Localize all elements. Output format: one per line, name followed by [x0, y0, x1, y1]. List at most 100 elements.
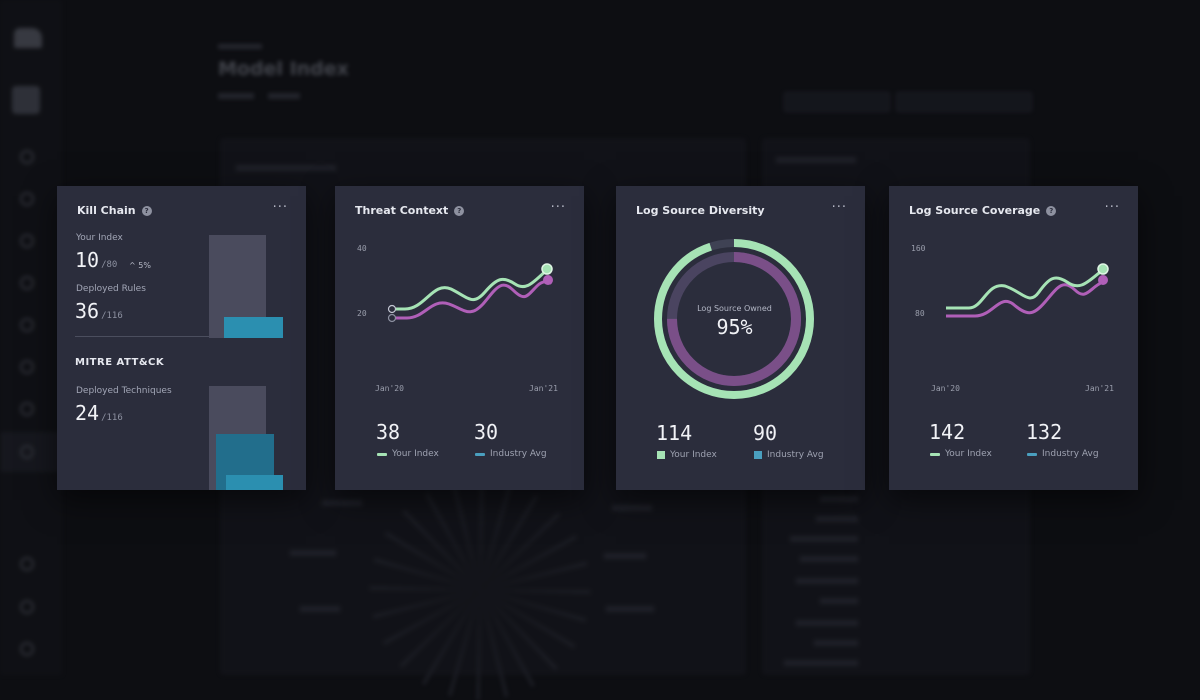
industry-avg-line: [392, 279, 552, 320]
panel-title: [776, 157, 856, 163]
your-index-endpoint: [1097, 263, 1109, 275]
panel-title: [236, 165, 336, 171]
industry-avg-endpoint: [1098, 275, 1108, 285]
radar-label: [612, 505, 652, 511]
delta-badge: ^ 5%: [129, 261, 151, 270]
your-index-legend: Your Index: [657, 450, 717, 460]
your-index-value: 38: [376, 420, 401, 444]
page-title: Model Index: [218, 58, 349, 80]
radar-label: [322, 500, 362, 506]
card-title: Threat Context?: [355, 204, 465, 217]
logout-icon[interactable]: [20, 642, 34, 656]
filter-pill[interactable]: [784, 92, 890, 112]
card-title: Log Source Diversity: [636, 204, 765, 217]
filter-pill[interactable]: [896, 92, 1032, 112]
your-index-line: [946, 268, 1104, 310]
card-title: Log Source Coverage?: [909, 204, 1057, 217]
line-chart: [387, 263, 553, 323]
list-label: [784, 660, 858, 666]
your-index-ring: [654, 239, 814, 399]
x-tick-end: Jan'21: [529, 384, 558, 393]
list-label: [816, 516, 858, 522]
list-label: [790, 536, 858, 542]
mitre-title: MITRE ATT&CK: [75, 357, 165, 368]
folder-icon[interactable]: [20, 445, 34, 459]
list-label: [820, 598, 858, 604]
list-label: [814, 640, 858, 646]
nav-icon[interactable]: [20, 276, 34, 290]
list-label: [796, 578, 858, 584]
industry-avg-value: 90: [753, 421, 778, 445]
deployed-rules-value: 36/116: [75, 299, 123, 323]
nav-icon[interactable]: [20, 318, 34, 332]
x-tick-start: Jan'20: [931, 384, 960, 393]
industry-avg-legend: Industry Avg: [475, 449, 547, 459]
help-icon[interactable]: ?: [454, 206, 465, 216]
your-index-legend: Your Index: [930, 449, 992, 459]
industry-avg-endpoint: [543, 275, 553, 285]
divider: [75, 336, 283, 337]
y-tick: 160: [911, 244, 926, 253]
kill-chain-card: Kill Chain? ··· Your Index 10/80 ^ 5% De…: [57, 186, 306, 490]
donut-center-value: 95%: [716, 315, 753, 339]
nav-icon[interactable]: [20, 192, 34, 206]
industry-avg-value: 132: [1026, 420, 1063, 444]
y-tick: 40: [357, 244, 367, 253]
industry-avg-value: 30: [474, 420, 499, 444]
nav-icon[interactable]: [20, 150, 34, 164]
radar-chart: [370, 480, 590, 700]
tab[interactable]: [218, 93, 254, 99]
nav-icon[interactable]: [20, 234, 34, 248]
more-options-icon[interactable]: ···: [550, 200, 566, 215]
log-source-coverage-card: Log Source Coverage? ··· 160 80 Jan'20 J…: [889, 186, 1138, 490]
nav-icon[interactable]: [20, 402, 34, 416]
radar-label: [290, 550, 336, 556]
start-point: [387, 313, 397, 323]
more-options-icon[interactable]: ···: [1104, 200, 1120, 215]
your-index-legend: Your Index: [377, 449, 439, 459]
card-title: Kill Chain?: [77, 204, 152, 217]
deployed-rules-label: Deployed Rules: [76, 284, 146, 294]
radar-label: [300, 606, 340, 612]
your-index-bar: [224, 317, 283, 338]
y-tick: 80: [915, 309, 925, 318]
donut-chart: [654, 239, 814, 399]
your-index-value: 10/80: [75, 248, 118, 272]
deployed-techniques-value: 24/116: [75, 401, 123, 425]
radar-label: [606, 606, 654, 612]
y-tick: 20: [357, 309, 367, 318]
tab[interactable]: [268, 93, 300, 99]
nav-icon[interactable]: [20, 360, 34, 374]
x-tick-start: Jan'20: [375, 384, 404, 393]
dashboard-icon[interactable]: [12, 86, 40, 114]
your-index-endpoint: [541, 263, 553, 275]
x-tick-end: Jan'21: [1085, 384, 1114, 393]
your-index-value: 114: [656, 421, 693, 445]
start-point: [387, 304, 397, 314]
list-label: [796, 620, 858, 626]
list-label: [800, 556, 858, 562]
help-icon[interactable]: ?: [1046, 206, 1057, 216]
more-options-icon[interactable]: ···: [831, 200, 847, 215]
radar-label: [604, 553, 646, 559]
logo-icon: [14, 28, 42, 48]
list-label: [820, 496, 858, 502]
log-source-diversity-card: Log Source Diversity ··· Log Source Owne…: [616, 186, 865, 490]
industry-avg-legend: Industry Avg: [754, 450, 824, 460]
industry-avg-ring: [667, 252, 801, 386]
your-index-label: Your Index: [76, 233, 123, 243]
user-icon[interactable]: [20, 600, 34, 614]
help-icon[interactable]: ?: [141, 206, 152, 216]
line-chart: [946, 263, 1109, 318]
techniques-bar-overlay: [226, 475, 283, 490]
nav-icon[interactable]: [20, 557, 34, 571]
sidebar: [0, 0, 62, 675]
your-index-value: 142: [929, 420, 966, 444]
threat-context-card: Threat Context? ··· 40 20 Jan'20 Jan'21 …: [335, 186, 584, 490]
breadcrumb: [218, 44, 262, 49]
deployed-techniques-label: Deployed Techniques: [76, 386, 172, 396]
your-index-line: [392, 268, 548, 311]
donut-center-label: Log Source Owned: [697, 304, 772, 313]
industry-avg-legend: Industry Avg: [1027, 449, 1099, 459]
more-options-icon[interactable]: ···: [272, 200, 288, 215]
